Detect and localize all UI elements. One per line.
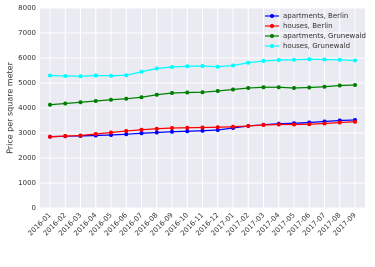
data-point: [322, 121, 327, 126]
data-point: [231, 63, 235, 68]
data-point: [109, 130, 113, 135]
data-point: [276, 122, 281, 127]
data-point: [185, 125, 190, 130]
data-point: [170, 126, 174, 130]
data-point: [185, 64, 190, 69]
data-point: [215, 64, 220, 69]
data-point: [63, 101, 68, 106]
data-point: [261, 123, 266, 127]
y-tick-label: 6000: [18, 54, 36, 62]
legend-label: houses, Grunewald: [283, 42, 350, 50]
y-tick-label: 8000: [18, 4, 36, 12]
legend-marker: [270, 34, 274, 38]
data-point: [93, 73, 98, 78]
y-tick-label: 5000: [18, 79, 36, 87]
y-tick-label: 1000: [18, 179, 36, 187]
y-tick-label: 3000: [18, 129, 36, 137]
legend-label: apartments, Berlin: [283, 12, 348, 20]
legend-label: houses, Berlin: [283, 22, 333, 30]
data-point: [109, 97, 113, 102]
data-point: [139, 69, 144, 74]
data-point: [261, 59, 266, 63]
data-point: [139, 127, 144, 132]
data-point: [322, 57, 327, 62]
data-point: [261, 85, 266, 90]
legend-marker: [270, 24, 274, 28]
data-point: [78, 133, 83, 138]
y-tick-label: 0: [32, 204, 36, 212]
y-axis-label: Price per square meter: [6, 61, 15, 153]
data-point: [124, 96, 129, 101]
data-point: [63, 134, 68, 138]
data-point: [353, 83, 357, 87]
data-point: [231, 124, 235, 129]
data-point: [63, 74, 68, 78]
data-point: [170, 65, 174, 69]
data-point: [154, 126, 159, 131]
legend-label: apartments, Grunewald: [283, 32, 366, 40]
data-point: [292, 122, 296, 127]
legend-marker: [270, 14, 274, 18]
y-tick-label: 7000: [18, 29, 36, 37]
data-point: [307, 85, 312, 90]
data-point: [292, 57, 296, 62]
data-point: [200, 128, 205, 133]
data-point: [93, 99, 98, 103]
data-point: [124, 73, 129, 78]
data-point: [154, 92, 159, 97]
data-point: [93, 132, 98, 136]
data-point: [200, 90, 205, 95]
data-point: [307, 122, 312, 127]
data-point: [200, 125, 205, 130]
data-point: [139, 131, 144, 136]
data-point: [246, 60, 251, 65]
data-point: [124, 132, 129, 137]
data-point: [353, 119, 357, 124]
data-point: [48, 73, 52, 78]
data-point: [292, 86, 296, 90]
data-point: [215, 89, 220, 93]
data-point: [200, 64, 205, 68]
data-point: [170, 91, 174, 95]
legend-marker: [270, 44, 274, 48]
data-point: [215, 125, 220, 130]
data-point: [139, 95, 144, 100]
data-point: [48, 134, 52, 139]
data-point: [337, 57, 342, 62]
data-point: [337, 83, 342, 88]
data-point: [276, 58, 281, 62]
data-point: [322, 84, 327, 89]
data-point: [185, 90, 190, 95]
data-point: [231, 87, 235, 92]
data-point: [154, 66, 159, 71]
data-point: [246, 124, 251, 128]
data-point: [246, 86, 251, 90]
data-point: [109, 73, 113, 78]
data-point: [78, 100, 83, 105]
data-point: [154, 130, 159, 135]
data-point: [307, 57, 312, 62]
data-point: [48, 102, 52, 107]
y-tick-label: 2000: [18, 154, 36, 162]
data-point: [353, 58, 357, 63]
data-point: [185, 129, 190, 134]
data-point: [170, 129, 174, 134]
data-point: [78, 74, 83, 79]
data-point: [276, 85, 281, 90]
data-point: [337, 120, 342, 125]
y-tick-label: 4000: [18, 104, 36, 112]
data-point: [124, 129, 129, 133]
data-point: [215, 128, 220, 132]
